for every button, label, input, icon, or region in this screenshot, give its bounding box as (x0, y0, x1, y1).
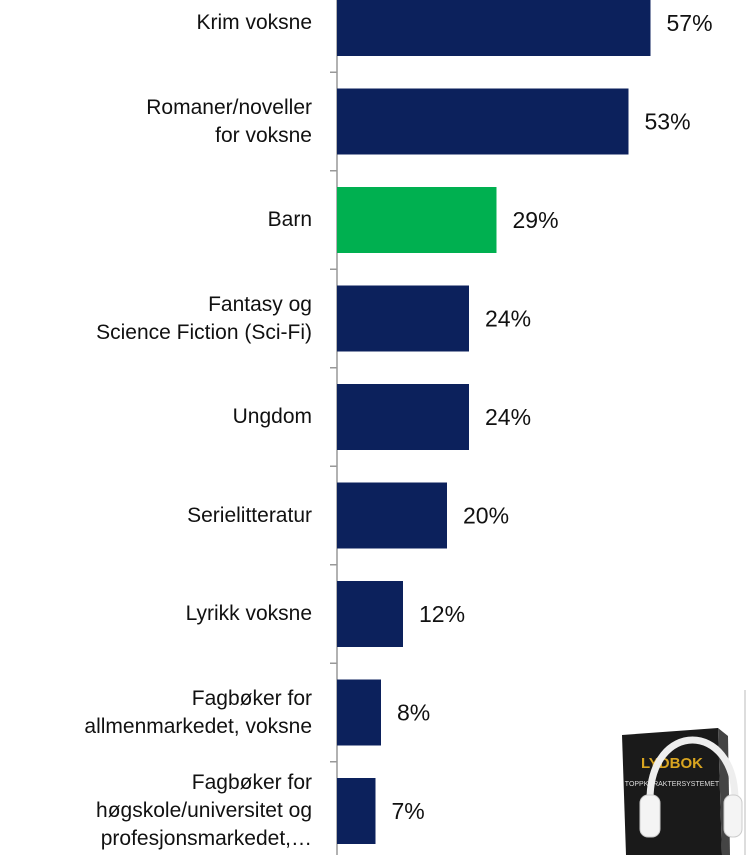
headphones-band (646, 736, 739, 801)
bar (337, 187, 497, 253)
category-label: Lyrikk voksne (185, 602, 312, 625)
bar (337, 384, 469, 450)
value-label: 7% (392, 798, 425, 824)
value-label: 53% (645, 109, 691, 135)
headphones-cup (639, 794, 661, 838)
bar (337, 482, 447, 549)
value-label: 24% (485, 306, 531, 332)
badge-subtitle: TOPPKARAKTERSYSTEMET (625, 781, 720, 788)
category-label: Ungdom (232, 405, 312, 428)
category-label: Fagbøker for høgskole/universitet og pro… (96, 771, 312, 850)
value-label: 57% (667, 10, 713, 36)
category-label: Barn (267, 208, 312, 231)
value-label: 24% (485, 404, 531, 430)
badge-title: LYDBOK (641, 755, 703, 772)
bar (337, 0, 651, 56)
value-label: 29% (513, 207, 559, 233)
category-label: Fagbøker for allmenmarkedet, voksne (84, 686, 312, 738)
bar (337, 581, 403, 647)
category-label: Serielitteratur (187, 503, 312, 527)
category-label: Fantasy og Science Fiction (Sci-Fi) (96, 292, 312, 344)
category-label: Krim voksne (196, 11, 312, 34)
headphones-cup (723, 794, 743, 838)
category-label: Romaner/noveller for voksne (146, 95, 312, 147)
value-label: 20% (463, 503, 509, 529)
badge: LYDBOK TOPPKARAKTERSYSTEMET (622, 728, 743, 855)
value-label: 12% (419, 601, 465, 627)
value-label: 8% (397, 700, 430, 726)
bar (337, 679, 381, 746)
bar (337, 88, 629, 155)
bar (337, 285, 469, 352)
bar (337, 778, 376, 844)
